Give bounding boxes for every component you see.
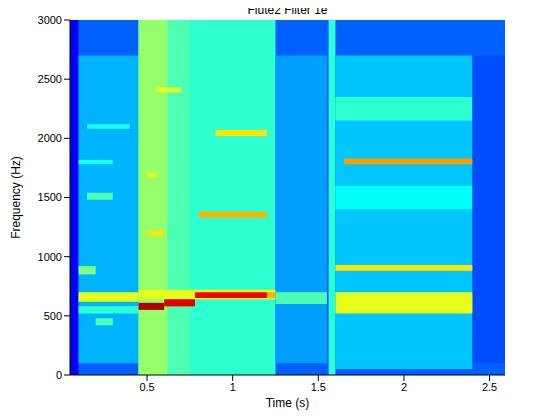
svg-text:0: 0 bbox=[56, 369, 62, 381]
svg-text:2.5: 2.5 bbox=[482, 381, 497, 393]
svg-text:1000: 1000 bbox=[38, 251, 62, 263]
svg-text:500: 500 bbox=[44, 310, 62, 322]
svg-text:1.5: 1.5 bbox=[311, 381, 326, 393]
svg-text:3000: 3000 bbox=[38, 14, 62, 26]
svg-text:1: 1 bbox=[230, 381, 236, 393]
html-text:Flute2 Filter 1e: Flute2 Filter 1e bbox=[247, 3, 328, 17]
svg-text:2000: 2000 bbox=[38, 132, 62, 144]
svg-text:Frequency (Hz): Frequency (Hz) bbox=[9, 156, 23, 239]
svg-text:0.5: 0.5 bbox=[139, 381, 154, 393]
svg-text:1500: 1500 bbox=[38, 191, 62, 203]
svg-text:Time (s): Time (s) bbox=[266, 396, 310, 410]
svg-text:2500: 2500 bbox=[38, 73, 62, 85]
svg-text:2: 2 bbox=[401, 381, 407, 393]
